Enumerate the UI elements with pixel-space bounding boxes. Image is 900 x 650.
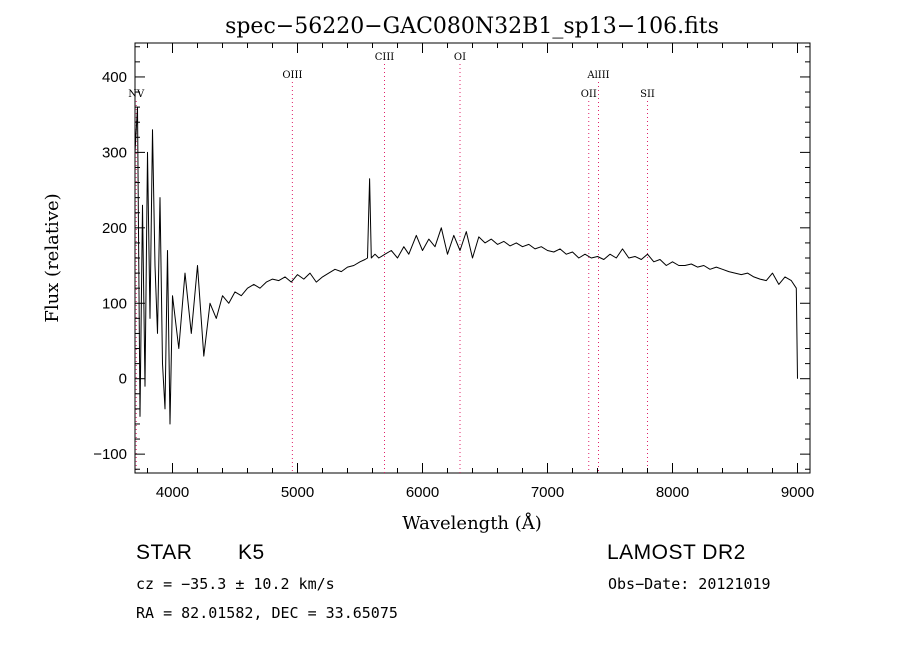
coordinates: RA = 82.01582, DEC = 33.65075 [136, 604, 398, 622]
y-tick-label: 300 [102, 144, 127, 161]
spectral-line-label: OIII [282, 70, 302, 81]
spectral-line-label: SII [640, 89, 655, 100]
object-subclass: K5 [238, 541, 265, 564]
x-tick-label: 9000 [781, 484, 814, 501]
x-tick-label: 5000 [281, 484, 314, 501]
y-axis-label: Flux (relative) [42, 193, 63, 322]
y-tick-label: 0 [119, 371, 127, 388]
x-tick-label: 7000 [531, 484, 564, 501]
x-tick-label: 8000 [656, 484, 689, 501]
flux-line [134, 106, 798, 425]
x-tick-label: 4000 [156, 484, 189, 501]
observation-date: Obs−Date: 20121019 [608, 575, 771, 593]
y-tick-label: 100 [102, 295, 127, 312]
spectral-line-label: AlIII [586, 70, 609, 81]
spectral-line-label: NV [128, 89, 145, 100]
axis-ticks: 4000 5000 6000 7000 8000 9000 −100 0 100 200 300 40… [93, 43, 814, 501]
spectral-line-label: OI [454, 52, 466, 63]
x-tick-label: 6000 [406, 484, 439, 501]
spectral-line-label: OII [581, 89, 597, 100]
x-axis-label: Wavelength (Å) [402, 512, 542, 534]
redshift-velocity: cz = −35.3 ± 10.2 km/s [136, 575, 335, 593]
object-class: STAR [136, 541, 193, 564]
chart-title: spec−56220−GAC080N32B1_sp13−106.fits [225, 14, 719, 39]
y-tick-label: −100 [93, 446, 127, 463]
spectral-line-markers: NV OIII CIII OI AlIII OII SII [128, 52, 655, 473]
spectral-line-label: CIII [375, 52, 395, 63]
y-tick-label: 400 [102, 69, 127, 86]
flux-series [134, 106, 798, 425]
survey-name: LAMOST DR2 [607, 541, 746, 564]
y-tick-label: 200 [102, 220, 127, 237]
